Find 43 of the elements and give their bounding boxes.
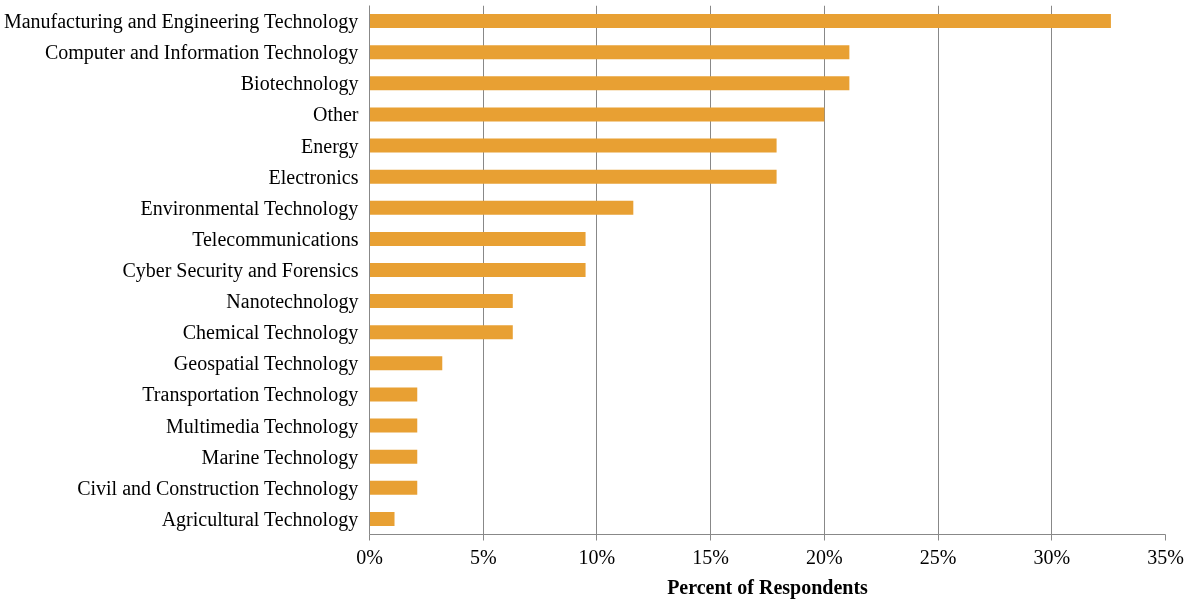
bar (369, 325, 513, 340)
y-tick-label: Other (312, 103, 359, 126)
y-tick-label: Transportation Technology (142, 383, 359, 407)
x-tick-label: 20% (806, 545, 843, 568)
bar (369, 107, 825, 122)
bar (369, 138, 777, 153)
y-tick-label: Civil and Construction Technology (77, 476, 359, 500)
y-tick-label: Biotechnology (240, 72, 359, 96)
y-tick-label: Geospatial Technology (173, 352, 359, 376)
y-tick-label: Computer and Information Technology (44, 41, 359, 65)
y-tick-label: Cyber Security and Forensics (122, 259, 359, 282)
y-tick-label: Electronics (268, 165, 359, 188)
y-tick-label: Nanotechnology (226, 290, 359, 314)
x-tick-label: 0% (356, 545, 383, 568)
x-tick-label: 10% (578, 545, 616, 568)
bar (369, 511, 395, 526)
bar (369, 76, 850, 91)
bar (369, 231, 586, 246)
bar (369, 263, 586, 277)
y-tick-label: Telecommunications (192, 227, 359, 250)
y-tick-label: Energy (301, 134, 359, 158)
x-axis-title: Percent of Respondents (667, 575, 869, 599)
x-tick-label: 25% (919, 545, 957, 568)
x-tick-label: 5% (469, 545, 497, 568)
y-tick-label: Agricultural Technology (161, 507, 359, 531)
x-tick-label: 30% (1033, 545, 1071, 568)
bar (369, 356, 443, 371)
x-tick-label: 35% (1147, 545, 1184, 568)
bar (369, 418, 418, 433)
y-tick-label: Marine Technology (201, 445, 359, 469)
bar (369, 480, 418, 495)
y-tick-label: Chemical Technology (182, 321, 359, 345)
bar (369, 169, 777, 184)
bar (369, 449, 418, 464)
y-tick-label: Multimedia Technology (166, 414, 359, 438)
bar (369, 294, 513, 309)
y-tick-label: Manufacturing and Engineering Technology (3, 10, 359, 34)
bar (369, 387, 418, 402)
x-tick-label: 15% (692, 545, 729, 568)
y-tick-label: Environmental Technology (140, 196, 359, 220)
bar (369, 14, 1111, 29)
bar (369, 45, 850, 60)
bar (369, 200, 634, 215)
